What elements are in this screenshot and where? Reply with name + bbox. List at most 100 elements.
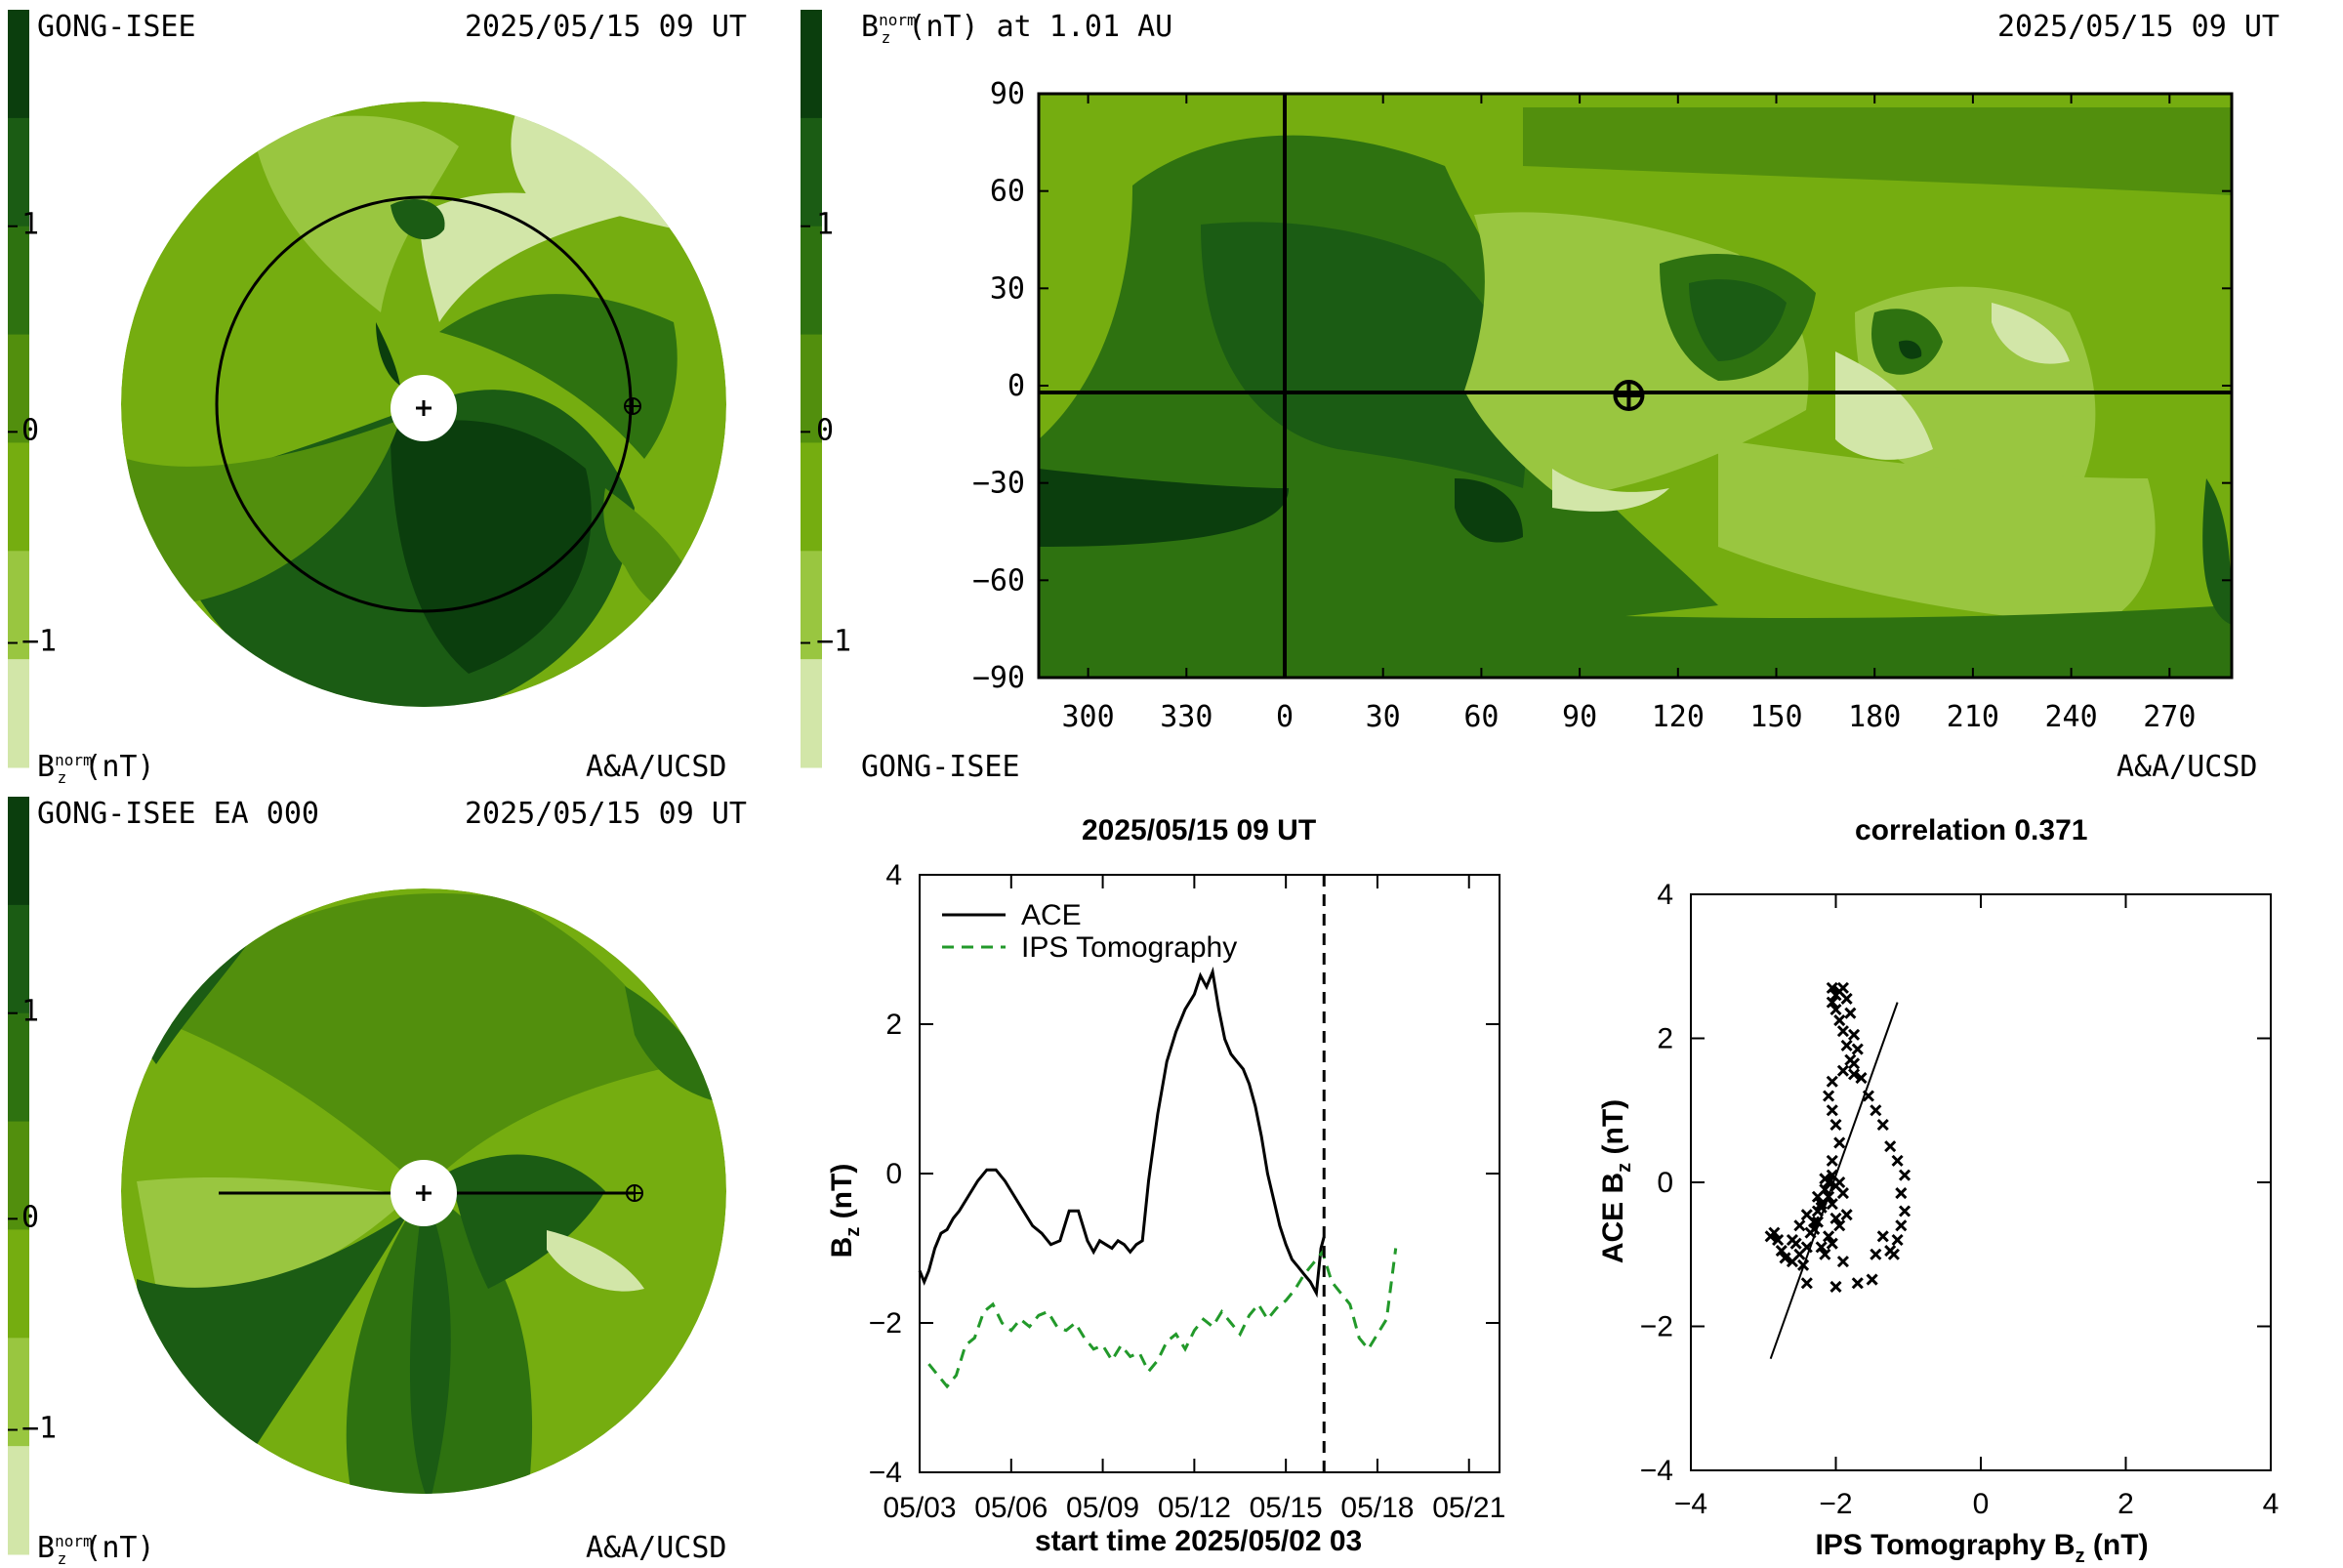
scatter-point [1823,1090,1835,1102]
scatter-point [1847,1028,1861,1041]
scatter-point [1851,1043,1864,1055]
map-region-right-edge [2202,478,2232,625]
map-y-tick-label: −90 [972,661,1025,695]
colorbar-swatch [8,1229,29,1339]
scatter-point [1826,1198,1838,1211]
map-y-tick-label: −30 [972,467,1025,501]
scatter-point [1815,1241,1828,1254]
scatter-point [1826,1237,1838,1250]
scatter-point [1811,1190,1825,1203]
colorbar-swatch [801,226,822,336]
scatter-point [1826,996,1838,1009]
scatter-point [1836,981,1849,994]
map-y-tick-label: 30 [990,271,1025,306]
map-y-tick-label: 90 [990,77,1025,111]
scatter-point [1829,1212,1842,1224]
scatter-point [1840,1039,1853,1052]
scatter-y-tick-label: 2 [1657,1023,1673,1055]
disk2-region-top [146,893,683,1191]
map-x-tick-label: 270 [2143,700,2196,734]
map-x-tick-label: 30 [1366,700,1401,734]
map-y-tick-label: 60 [990,175,1025,209]
scatter-point [1779,1252,1791,1264]
scatter-point [1826,981,1838,994]
map-region-vlight1 [1552,469,1669,512]
disk1-region-spot [390,199,445,240]
line-chart-title: 2025/05/15 09 UT [1082,814,1317,846]
scatter-fit-line [1769,1002,1899,1360]
disk2-earth-icon [626,1184,643,1202]
map-region-bottom-dark [1039,596,2232,678]
map-x-tick-label: 90 [1562,700,1597,734]
bl-time: 2025/05/15 09 UT [465,797,747,831]
scatter-point [1884,1140,1897,1153]
colorbar-swatch [8,1012,29,1123]
scatter-point [1833,1136,1846,1149]
ips-series-line [927,1248,1398,1389]
scatter-x-tick-label: 0 [1973,1488,1990,1520]
map-x-tick-label: 180 [1848,700,1901,734]
colorbar-tick-label: 1 [21,995,39,1029]
scatter-point [1866,1273,1878,1286]
colorbar-swatch [8,334,29,443]
scatter-point [1819,1248,1831,1260]
disk1-region-left [127,420,400,605]
scatter-x-tick-label: −2 [1819,1488,1852,1520]
tr-source: GONG-ISEE [861,750,1020,784]
line-x-tick-label: 05/03 [883,1492,956,1524]
line-y-tick-label: 4 [885,859,902,891]
map-region-left-dark2 [1039,469,1289,547]
map-region-blob2-core [1899,340,1922,359]
colorbar-swatch [801,551,822,660]
scatter-point [1891,1233,1904,1247]
line-x-tick-label: 05/06 [974,1492,1048,1524]
map-region-center-dark [1201,222,1527,489]
scatter-point [1876,1118,1889,1132]
map-x-tick-label: 0 [1276,700,1294,734]
scatter-point [1775,1244,1788,1258]
scatter-point [1836,1256,1849,1268]
scatter-y-tick-label: 4 [1657,879,1673,911]
scatter-point [1800,1277,1813,1290]
scatter-point [1851,1277,1864,1290]
scatter-point [1800,1209,1813,1221]
colorbar-swatch [8,551,29,660]
colorbar-swatch [8,442,29,552]
colorbar-bottom-left: 1 0 −1 [8,797,57,1555]
scatter-point [1829,1118,1842,1132]
scatter-point [1844,1007,1857,1019]
scatter-point [1840,992,1853,1006]
line-chart-xlabel: start time 2025/05/02 03 [1035,1525,1363,1557]
line-x-tick-label: 05/09 [1066,1492,1139,1524]
scatter-point [1891,1154,1904,1167]
map-region-blob1-core [1689,279,1787,361]
disk2-region-farright [625,986,722,1103]
scatter-point [1768,1226,1781,1239]
bl-unit-label: Bnormz (nT) [37,1531,155,1568]
map-x-tick-label: 150 [1749,700,1802,734]
tl-unit-label: Bnormz (nT) [37,750,155,787]
map-region-right-ext [1718,439,2156,625]
line-chart-axes: 05/03 05/06 05/09 05/12 05/15 05/18 05/21 4 2 0 −2… [869,859,1505,1524]
map-axes: 300 330 0 30 60 90 120 150 180 210 240 2709060300−3… [972,77,2232,734]
scatter-point [1898,1169,1911,1181]
scatter-point [1895,1219,1908,1232]
tr-title: Bnormz (nT) at 1.01 AU [861,10,1173,47]
disk1-region-spike [376,322,400,386]
colorbar-swatch [801,334,822,443]
line-chart-frame [919,874,1500,1473]
scatter-points [1764,981,1911,1294]
colorbar-top-right: 1 0 −1 [801,10,851,768]
colorbar-swatch [8,797,29,906]
line-y-tick-label: −4 [869,1457,902,1489]
colorbar-tick-label: 1 [816,208,834,242]
scatter-title: correlation 0.371 [1855,814,2088,846]
scatter-point [1836,1186,1849,1200]
scatter-point [1836,1064,1849,1077]
line-x-tick-label: 05/21 [1432,1492,1505,1524]
line-y-tick-label: −2 [869,1307,902,1340]
scatter-point [1829,1003,1842,1016]
disk2-sun-marker [416,1185,432,1201]
scatter-point [1898,1205,1911,1217]
